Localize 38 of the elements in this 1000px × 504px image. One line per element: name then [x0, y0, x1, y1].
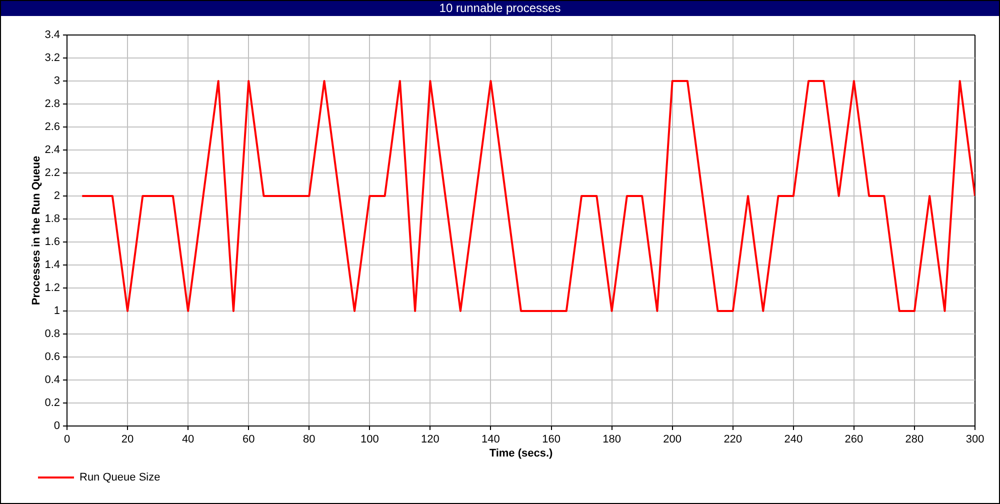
x-tick-label: 280 [905, 434, 924, 446]
x-tick-label: 0 [64, 434, 70, 446]
x-tick-label: 80 [303, 434, 316, 446]
x-tick-label: 240 [784, 434, 803, 446]
y-tick-label: 1 [54, 305, 60, 318]
chart-title: 10 runnable processes [1, 1, 999, 16]
y-tick-label: 3 [54, 75, 60, 88]
y-tick-label: 0.8 [44, 328, 60, 340]
x-axis-title: Time (secs.) [489, 447, 554, 460]
x-tick-label: 20 [121, 434, 134, 446]
y-tick-label: 2.2 [44, 167, 60, 180]
x-tick-label: 300 [966, 434, 984, 446]
y-tick-label: 2.8 [44, 98, 60, 110]
y-tick-label: 1.2 [44, 282, 60, 294]
y-tick-label: 0.2 [44, 397, 60, 410]
y-tick-label: 2.6 [44, 121, 60, 134]
y-tick-label: 2.4 [44, 144, 60, 156]
y-tick-label: 0.6 [44, 351, 60, 364]
y-tick-label: 3.4 [44, 29, 60, 42]
y-tick-label: 0 [54, 420, 60, 432]
y-tick-label: 1.6 [44, 236, 60, 248]
y-axis-title: Processes in the Run Queue [30, 156, 43, 306]
x-tick-label: 120 [421, 434, 440, 446]
x-tick-label: 100 [360, 434, 379, 446]
x-tick-label: 140 [482, 434, 500, 446]
y-tick-label: 0.4 [44, 374, 60, 386]
x-tick-label: 260 [844, 434, 864, 446]
x-tick-label: 220 [724, 434, 742, 446]
y-tick-label: 1.4 [44, 259, 60, 272]
legend-label: Run Queue Size [80, 472, 160, 484]
x-tick-label: 200 [663, 434, 682, 446]
x-tick-label: 60 [242, 434, 255, 446]
x-tick-label: 160 [542, 434, 560, 446]
x-tick-label: 40 [182, 434, 194, 446]
x-tick-label: 180 [602, 434, 621, 446]
y-tick-label: 3.2 [44, 52, 60, 64]
y-tick-label: 1.8 [44, 213, 60, 226]
y-tick-label: 2 [54, 190, 60, 202]
